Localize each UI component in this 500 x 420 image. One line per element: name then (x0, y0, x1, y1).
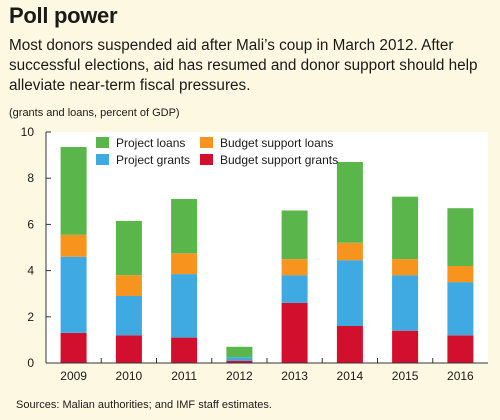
bar-segment-budget-support-loans-2011 (171, 253, 198, 275)
legend-label-budget-support-loans: Budget support loans (220, 136, 333, 150)
bar-segment-project-loans-2011 (171, 199, 198, 254)
bar-segment-budget-support-grants-2012 (226, 360, 253, 363)
bar-segment-project-grants-2011 (171, 274, 198, 338)
bar-segment-budget-support-loans-2016 (447, 266, 474, 283)
legend: Project loans Budget support loans Project… (96, 136, 338, 167)
bar-segment-project-grants-2010 (115, 296, 142, 336)
bar-segment-budget-support-loans-2010 (115, 275, 142, 296)
y-axis-label: (grants and loans, percent of GDP) (9, 107, 180, 119)
bar-segment-budget-support-grants-2010 (115, 335, 142, 363)
legend-label-project-grants: Project grants (116, 153, 190, 167)
bar-segment-budget-support-grants-2014 (336, 326, 363, 363)
y-tick-label: 2 (27, 310, 34, 324)
bar-segment-project-loans-2013 (281, 210, 308, 259)
bar-segment-budget-support-grants-2016 (447, 335, 474, 363)
bar-segment-project-grants-2015 (392, 275, 419, 331)
bar-segment-budget-support-grants-2013 (281, 302, 308, 363)
bars-group (60, 147, 474, 363)
legend-swatch-project-grants (96, 154, 109, 165)
bar-segment-budget-support-grants-2009 (60, 333, 87, 363)
bar-segment-budget-support-loans-2013 (281, 259, 308, 276)
x-tick-label: 2010 (116, 369, 143, 383)
y-tick-label: 10 (21, 125, 35, 139)
bar-segment-project-grants-2012 (226, 357, 253, 361)
page-title: Poll power (9, 3, 118, 28)
legend-swatch-project-loans (96, 137, 109, 148)
bar-segment-project-grants-2009 (60, 256, 87, 333)
y-tick-label: 4 (27, 264, 34, 278)
legend-swatch-budget-support-grants (200, 154, 213, 165)
bar-segment-project-grants-2014 (336, 260, 363, 326)
y-tick-label: 6 (27, 217, 34, 231)
bar-segment-budget-support-grants-2015 (392, 330, 419, 363)
legend-swatch-budget-support-loans (200, 137, 213, 148)
axes-group: 0 2 4 6 8 10 2009 2010 2011 2012 2013 2014 2015 2016 (21, 125, 488, 383)
source-note: Sources: Malian authorities; and IMF sta… (16, 399, 272, 411)
bar-segment-project-loans-2010 (115, 220, 142, 276)
x-tick-label: 2009 (60, 369, 87, 383)
x-tick-label: 2015 (392, 369, 419, 383)
bar-segment-project-loans-2015 (392, 196, 419, 260)
chart-subtitle: Most donors suspended aid after Mali’s c… (9, 37, 478, 94)
bar-segment-budget-support-grants-2011 (171, 337, 198, 363)
x-tick-label: 2014 (337, 369, 364, 383)
bar-segment-project-loans-2009 (60, 147, 87, 235)
bar-segment-project-loans-2012 (226, 346, 253, 358)
y-tick-label: 8 (27, 171, 34, 185)
bar-segment-project-grants-2013 (281, 275, 308, 303)
bar-segment-project-loans-2016 (447, 208, 474, 266)
x-tick-label: 2013 (281, 369, 308, 383)
bar-segment-budget-support-loans-2015 (392, 259, 419, 276)
legend-label-project-loans: Project loans (116, 136, 185, 150)
x-tick-label: 2011 (171, 369, 197, 383)
legend-label-budget-support-grants: Budget support grants (220, 153, 338, 167)
y-tick-label: 0 (27, 356, 34, 370)
bar-segment-project-loans-2014 (336, 162, 363, 243)
x-tick-label: 2012 (226, 369, 253, 383)
bar-segment-budget-support-loans-2014 (336, 242, 363, 261)
bar-segment-budget-support-loans-2009 (60, 234, 87, 257)
x-tick-label: 2016 (447, 369, 474, 383)
bar-segment-project-grants-2016 (447, 282, 474, 336)
